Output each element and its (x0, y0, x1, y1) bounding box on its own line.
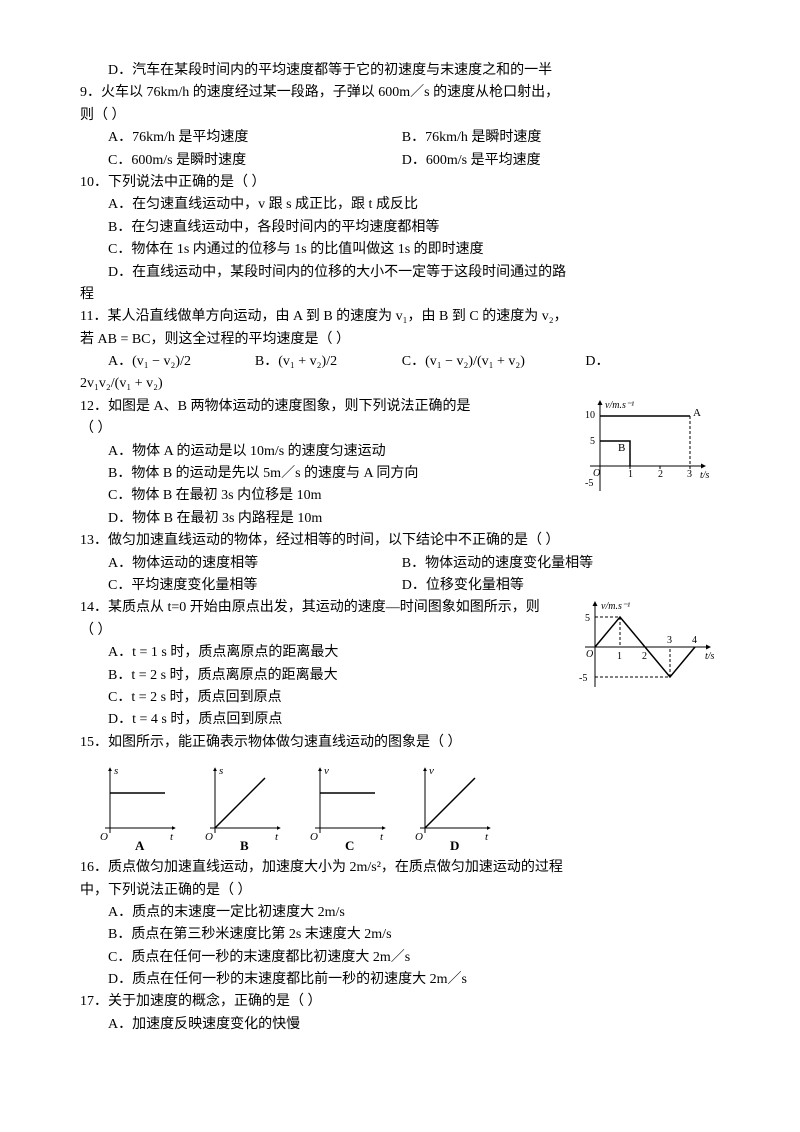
svg-text:O: O (100, 831, 108, 843)
q12-y5: 5 (590, 436, 595, 447)
q10-d: D．在直线运动中，某段时间内的位移的大小不一定等于这段时间通过的路 (80, 262, 720, 284)
q13-d: D．位移变化量相等 (402, 575, 696, 597)
q14-x1: 1 (617, 651, 622, 662)
q11-c: C．(v₁ − v₂)/(v₁ + v₂) (402, 351, 586, 373)
q16-stem: 16．质点做匀加速直线运动，加速度大小为 2m/s²，在质点做匀加速运动的过程 (80, 857, 720, 879)
q11-b: B．(v₁ + v₂)/2 (255, 351, 402, 373)
q14-xlabel: t/s (705, 651, 715, 662)
q9-stem-cont: 则（ ） (80, 105, 720, 127)
q11-stem: 11．某人沿直线做单方向运动，由 A 到 B 的速度为 v₁，由 B 到 C 的… (80, 306, 720, 328)
q14-ym5: -5 (579, 673, 587, 684)
q14-x3: 3 (667, 635, 672, 646)
svg-text:A: A (135, 838, 145, 853)
q12-x3: 3 (687, 469, 692, 480)
q12-A: A (693, 407, 701, 419)
q16-b: B．质点在第三秒米速度比第 2s 末速度大 2m/s (80, 924, 720, 946)
q12-x2: 2 (658, 469, 663, 480)
q14-O: O (586, 649, 593, 660)
svg-text:O: O (310, 831, 318, 843)
svg-text:t: t (380, 831, 384, 843)
q12-chart: 10 5 -5 O 1 2 3 v/m.s⁻¹ t/s A B (570, 396, 720, 506)
q9-d: D．600m/s 是平均速度 (402, 150, 696, 172)
q12-y10: 10 (585, 410, 595, 421)
q10-a: A．在匀速直线运动中，v 跟 s 成正比，跟 t 成反比 (80, 194, 720, 216)
q9-c: C．600m/s 是瞬时速度 (108, 150, 402, 172)
svg-text:t: t (275, 831, 279, 843)
q13-c: C．平均速度变化量相等 (108, 575, 402, 597)
q14-x2: 2 (642, 651, 647, 662)
q13-b: B．物体运动的速度变化量相等 (402, 553, 696, 575)
q12-ym5: -5 (585, 478, 593, 489)
svg-text:B: B (240, 838, 249, 853)
q12-x1: 1 (628, 469, 633, 480)
q14-chart: 5 -5 O 1 2 3 4 v/m.s⁻¹ t/s (565, 597, 720, 697)
q12-O: O (593, 468, 600, 479)
q12-xlabel: t/s (700, 470, 710, 481)
q9-b: B．76km/h 是瞬时速度 (402, 127, 696, 149)
q11-a: A．(v₁ − v₂)/2 (108, 351, 255, 373)
q10-d-cont: 程 (80, 284, 720, 306)
q15-stem: 15．如图所示，能正确表示物体做匀速直线运动的图象是（ ） (80, 732, 720, 754)
q14-y5: 5 (585, 613, 590, 624)
q10-b: B．在匀速直线运动中，各段时间内的平均速度都相等 (80, 217, 720, 239)
q16-c: C．质点在任何一秒的末速度都比初速度大 2m／s (80, 947, 720, 969)
q14-d: D．t = 4 s 时，质点回到原点 (80, 709, 720, 731)
q10-stem: 10．下列说法中正确的是（ ） (80, 172, 720, 194)
q9-a: A．76km/h 是平均速度 (108, 127, 402, 149)
q14-x4: 4 (692, 635, 697, 646)
q13-a: A．物体运动的速度相等 (108, 553, 402, 575)
svg-text:s: s (114, 765, 118, 777)
q16-stem-cont: 中，下列说法正确的是（ ） (80, 880, 720, 902)
svg-text:v: v (429, 765, 434, 777)
q11-d: D． (585, 351, 646, 373)
q11-d-cont: 2v₁v₂/(v₁ + v₂) (80, 373, 720, 395)
svg-text:C: C (345, 838, 354, 853)
q17-stem: 17．关于加速度的概念，正确的是（ ） (80, 991, 720, 1013)
svg-text:s: s (219, 765, 223, 777)
q17-a: A．加速度反映速度变化的快慢 (80, 1014, 720, 1036)
svg-text:O: O (415, 831, 423, 843)
q11-stem-cont: 若 AB = BC，则这全过程的平均速度是（ ） (80, 329, 720, 351)
q16-d: D．质点在任何一秒的末速度都比前一秒的初速度大 2m／s (80, 969, 720, 991)
q12-d: D．物体 B 在最初 3s 内路程是 10m (80, 508, 720, 530)
q15-figures: s t O A s t O B v t O C v t O D (80, 758, 720, 853)
q13-stem: 13．做匀加速直线运动的物体，经过相等的时间，以下结论中不正确的是（ ） (80, 530, 720, 552)
q12-B: B (618, 442, 625, 454)
svg-text:t: t (485, 831, 489, 843)
svg-text:D: D (450, 838, 459, 853)
q14-ylabel: v/m.s⁻¹ (601, 601, 630, 612)
q8-option-d: D．汽车在某段时间内的平均速度都等于它的初速度与末速度之和的一半 (80, 60, 720, 82)
q16-a: A．质点的末速度一定比初速度大 2m/s (80, 902, 720, 924)
q10-c: C．物体在 1s 内通过的位移与 1s 的比值叫做这 1s 的即时速度 (80, 239, 720, 261)
svg-text:O: O (205, 831, 213, 843)
q12-ylabel: v/m.s⁻¹ (605, 400, 634, 411)
q9-stem: 9．火车以 76km/h 的速度经过某一段路，子弹以 600m／s 的速度从枪口… (80, 82, 720, 104)
svg-text:t: t (170, 831, 174, 843)
svg-text:v: v (324, 765, 329, 777)
